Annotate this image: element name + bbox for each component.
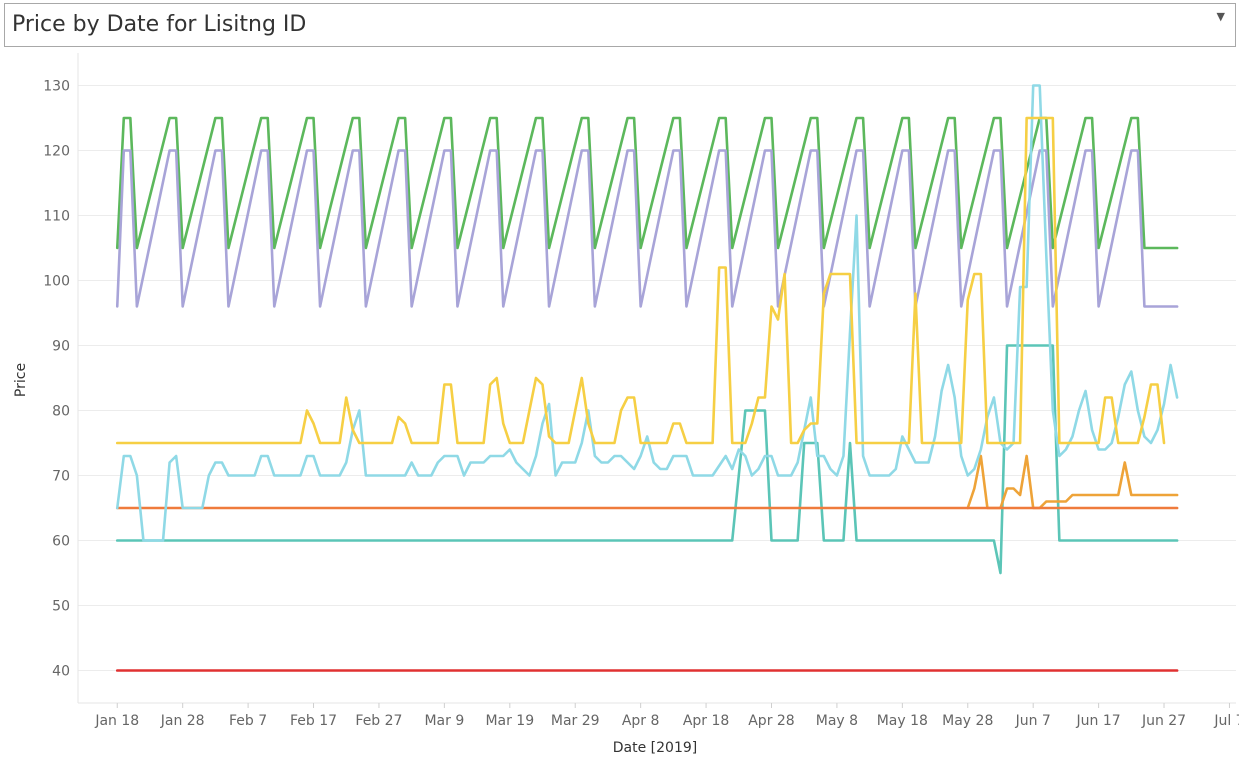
series-line-5	[115, 116, 1166, 445]
y-tick-label: 120	[43, 144, 70, 160]
series-line-3	[115, 344, 1179, 575]
x-tick-label: Feb 17	[290, 713, 337, 729]
x-tick-label: Jan 18	[94, 713, 139, 729]
chevron-down-icon[interactable]: ▼	[1216, 10, 1225, 23]
title-bar: Price by Date for Lisitng ID ▼	[4, 3, 1236, 47]
x-tick-label: Feb 27	[355, 713, 402, 729]
x-tick-label: Feb 7	[229, 713, 267, 729]
chart-title: Price by Date for Lisitng ID	[12, 12, 307, 37]
y-tick-label: 50	[52, 599, 70, 615]
x-tick-label: May 8	[816, 713, 858, 729]
y-tick-labels: 40 50 60 70 80 90 100 110 120 130	[43, 79, 70, 680]
series-line-2	[966, 454, 1179, 510]
x-tick-label: Jul 7	[1213, 713, 1239, 729]
series-line-7	[115, 116, 1179, 250]
x-tick-label: Mar 29	[551, 713, 600, 729]
series-line-6	[115, 149, 1179, 308]
series-lines	[115, 84, 1179, 672]
y-tick-label: 130	[43, 79, 70, 95]
y-axis-label: Price	[13, 363, 29, 397]
y-tick-label: 60	[52, 534, 70, 550]
x-tick-label: Apr 28	[748, 713, 794, 729]
y-tick-label: 70	[52, 469, 70, 485]
x-tick-label: May 28	[942, 713, 993, 729]
y-tick-label: 40	[52, 664, 70, 680]
y-tick-label: 100	[43, 274, 70, 290]
gridlines	[78, 85, 1236, 671]
x-tick-labels: Jan 18 Jan 28 Feb 7 Feb 17 Feb 27 Mar 9 Mar 19…	[94, 713, 1239, 729]
x-tick-label: Apr 8	[622, 713, 660, 729]
x-tick-label: Jun 7	[1015, 713, 1051, 729]
x-tick-label: Mar 19	[485, 713, 534, 729]
x-tick-label: Jun 17	[1076, 713, 1121, 729]
x-tick-label: Apr 18	[683, 713, 729, 729]
x-axis-label: Date [2019]	[613, 740, 697, 756]
y-tick-label: 110	[43, 209, 70, 225]
axes	[77, 53, 1236, 708]
x-tick-label: Jun 27	[1141, 713, 1186, 729]
y-tick-label: 90	[52, 339, 70, 355]
x-tick-label: May 18	[877, 713, 928, 729]
x-tick-label: Mar 9	[424, 713, 464, 729]
x-tick-label: Jan 28	[160, 713, 205, 729]
series-line-4	[115, 84, 1179, 542]
y-tick-label: 80	[52, 404, 70, 420]
